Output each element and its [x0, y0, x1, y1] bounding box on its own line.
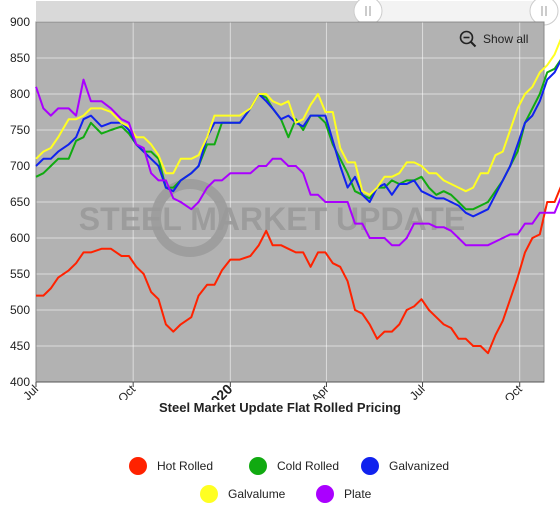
x-tick-label: Oct: [115, 382, 139, 400]
legend-item-plate[interactable]: Plate: [316, 484, 371, 504]
x-tick-label: Apr: [308, 382, 331, 400]
y-tick-label: 750: [10, 123, 30, 137]
y-tick-label: 500: [10, 303, 30, 317]
legend-item-cold-rolled[interactable]: Cold Rolled: [249, 456, 339, 476]
range-navigator[interactable]: [36, 0, 559, 26]
series-layer: [35, 38, 560, 355]
x-tick-label: Jul: [407, 382, 428, 400]
legend-item-galvalume[interactable]: Galvalume: [200, 484, 285, 504]
navigator-selection[interactable]: [368, 1, 536, 21]
chart-title: Steel Market Update Flat Rolled Pricing: [159, 400, 401, 415]
x-tick-label: Oct: [502, 382, 526, 400]
x-axis: Jul Oct 2020 Apr Jul Oct: [20, 381, 544, 414]
legend-swatch: [129, 457, 147, 475]
legend-label: Galvalume: [228, 487, 286, 501]
series-line-plate[interactable]: [35, 78, 560, 247]
navigator-handle-left[interactable]: [353, 0, 383, 26]
watermark-logo: STEEL MARKET UPDATE: [79, 179, 465, 257]
legend-item-hot-rolled[interactable]: Hot Rolled: [129, 456, 213, 476]
legend-swatch: [316, 485, 334, 503]
y-tick-label: 850: [10, 51, 30, 65]
legend-label: Cold Rolled: [277, 459, 340, 473]
y-tick-label: 650: [10, 195, 30, 209]
line-chart: STEEL MARKET UPDATE 400 450 500 550 600 650 70…: [10, 0, 560, 414]
legend-label: Plate: [344, 487, 372, 501]
legend-item-galvanized[interactable]: Galvanized: [361, 456, 449, 476]
y-tick-label: 900: [10, 15, 30, 29]
y-tick-label: 450: [10, 339, 30, 353]
zoom-out-icon: [459, 30, 477, 48]
show-all-label: Show all: [483, 32, 529, 46]
legend-swatch: [249, 457, 267, 475]
y-tick-label: 550: [10, 267, 30, 281]
legend-label: Hot Rolled: [157, 459, 214, 473]
y-axis: 400 450 500 550 600 650 700 750 800 850 900: [10, 15, 30, 389]
series-line-hot-rolled[interactable]: [36, 184, 560, 355]
y-tick-label: 700: [10, 159, 30, 173]
y-tick-label: 800: [10, 87, 30, 101]
legend-label: Galvanized: [389, 459, 450, 473]
watermark-text: STEEL MARKET UPDATE: [79, 201, 465, 237]
navigator-handle-right[interactable]: [529, 0, 559, 26]
series-line-galvanized[interactable]: [35, 58, 560, 218]
legend-swatch: [200, 485, 218, 503]
legend-swatch: [361, 457, 379, 475]
show-all-button[interactable]: Show all: [459, 30, 528, 48]
y-tick-label: 400: [10, 375, 30, 389]
y-tick-label: 600: [10, 231, 30, 245]
